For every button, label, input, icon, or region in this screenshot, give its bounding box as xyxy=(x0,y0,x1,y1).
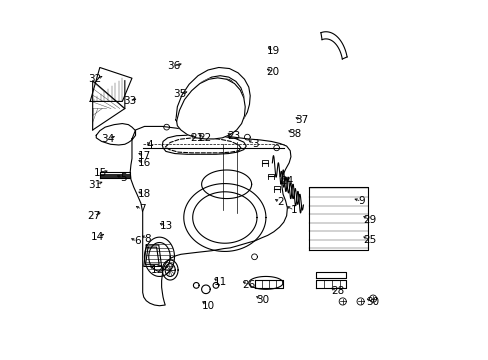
Text: 16: 16 xyxy=(138,158,151,168)
Text: 10: 10 xyxy=(201,301,214,311)
Text: 15: 15 xyxy=(94,168,107,178)
Polygon shape xyxy=(176,78,244,139)
Text: 1: 1 xyxy=(290,205,297,215)
Text: 29: 29 xyxy=(363,215,376,225)
Text: 25: 25 xyxy=(363,235,376,245)
Text: 23: 23 xyxy=(227,131,240,141)
Text: 33: 33 xyxy=(122,96,136,107)
Text: 34: 34 xyxy=(101,134,114,144)
Text: 17: 17 xyxy=(138,151,151,161)
Text: 37: 37 xyxy=(294,115,307,125)
Text: 30: 30 xyxy=(255,295,268,305)
Text: 22: 22 xyxy=(198,133,211,143)
Text: 5: 5 xyxy=(120,173,126,183)
Text: 27: 27 xyxy=(87,211,100,221)
Text: 28: 28 xyxy=(330,287,343,296)
Text: 30: 30 xyxy=(366,297,379,307)
Text: 9: 9 xyxy=(358,197,364,206)
Text: 24: 24 xyxy=(280,176,293,186)
Text: 8: 8 xyxy=(144,234,151,244)
Text: 7: 7 xyxy=(139,204,145,214)
Text: 26: 26 xyxy=(242,280,255,290)
Text: 13: 13 xyxy=(160,221,173,231)
Text: 11: 11 xyxy=(213,277,226,287)
Text: 21: 21 xyxy=(190,133,203,143)
Text: 12: 12 xyxy=(150,265,163,275)
Text: 19: 19 xyxy=(266,46,280,56)
Text: 20: 20 xyxy=(266,67,279,77)
Text: 3: 3 xyxy=(251,139,258,149)
Text: 36: 36 xyxy=(167,62,180,71)
Text: 38: 38 xyxy=(287,129,301,139)
Text: 18: 18 xyxy=(138,189,151,199)
Text: 14: 14 xyxy=(90,232,104,242)
Text: 31: 31 xyxy=(88,180,102,190)
Text: 6: 6 xyxy=(134,237,141,247)
Text: 2: 2 xyxy=(276,197,283,207)
Text: 35: 35 xyxy=(173,89,186,99)
Text: 4: 4 xyxy=(146,140,153,150)
Text: 32: 32 xyxy=(88,74,102,84)
